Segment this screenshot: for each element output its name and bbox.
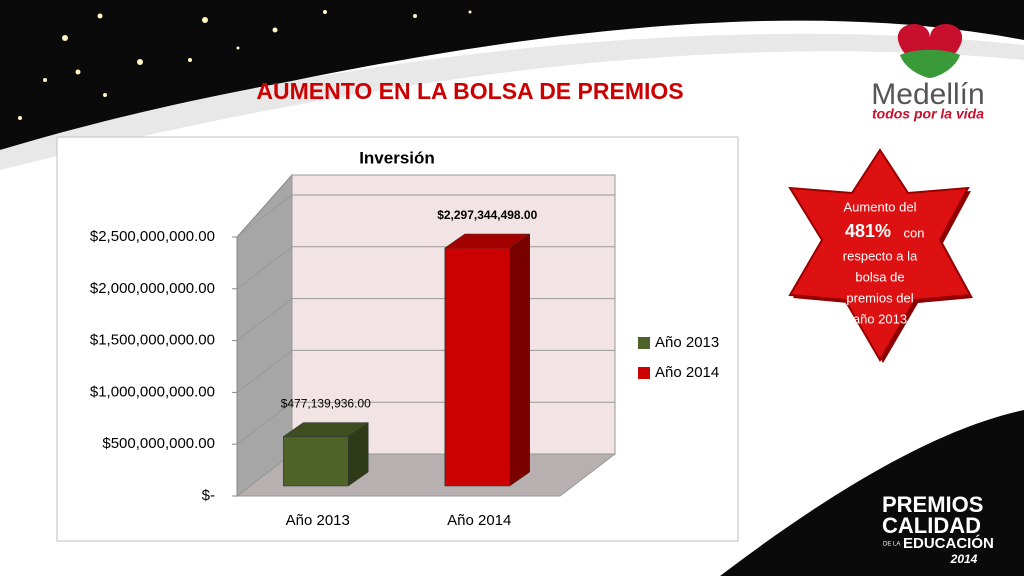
data-label: $477,139,936.00 xyxy=(281,397,371,411)
badge: PREMIOS CALIDAD DE LA EDUCACIÓN 2014 xyxy=(882,492,994,566)
badge-text: CALIDAD xyxy=(882,513,981,538)
badge-text: EDUCACIÓN xyxy=(903,534,994,552)
bar xyxy=(282,422,370,487)
callout-text: con xyxy=(904,225,925,240)
bar xyxy=(443,233,531,487)
top-band xyxy=(0,0,1024,150)
bar-front xyxy=(283,436,349,487)
callout-text: premios del xyxy=(846,290,913,305)
callout-text: bolsa de xyxy=(855,269,904,284)
legend-label: Año 2013 xyxy=(655,334,719,351)
y-tick-label: $2,500,000,000.00 xyxy=(90,228,215,245)
legend-label: Año 2014 xyxy=(655,364,719,381)
y-tick-label: $- xyxy=(202,487,215,504)
y-tick-label: $1,000,000,000.00 xyxy=(90,383,215,400)
logo-name: Medellín xyxy=(871,78,984,111)
callout-highlight: 481% xyxy=(845,221,891,241)
y-tick-label: $500,000,000.00 xyxy=(102,435,215,452)
logo: Medellín todos por la vida xyxy=(871,23,985,122)
plot: $- $500,000,000.00 $1,000,000,000.00 $1,500… xyxy=(90,173,719,529)
x-tick-label: Año 2014 xyxy=(447,512,511,529)
grid-line xyxy=(236,194,615,238)
badge-text: DE LA xyxy=(883,542,900,548)
bar-side xyxy=(509,233,530,487)
callout-text: respecto a la xyxy=(843,248,918,263)
badge-text: 2014 xyxy=(950,552,978,566)
y-tick-label: $1,500,000,000.00 xyxy=(90,332,215,349)
callout-text: Aumento del xyxy=(844,199,917,214)
stars xyxy=(18,10,472,120)
badge-text: PREMIOS xyxy=(882,492,983,517)
data-label: $2,297,344,498.00 xyxy=(437,208,537,222)
legend-swatch xyxy=(638,337,650,349)
legend-swatch xyxy=(638,367,650,379)
bar-front xyxy=(444,247,510,487)
bottom-band xyxy=(720,410,1024,576)
callout: Aumento del 481% con respecto a la bolsa… xyxy=(788,148,973,363)
y-tick-label: $2,000,000,000.00 xyxy=(90,280,215,297)
slide-title: AUMENTO EN LA BOLSA DE PREMIOS xyxy=(256,78,683,104)
callout-text: año 2013 xyxy=(853,311,907,326)
x-tick-label: Año 2013 xyxy=(286,512,350,529)
chart-title: Inversión xyxy=(359,148,435,167)
logo-tagline: todos por la vida xyxy=(872,106,984,122)
